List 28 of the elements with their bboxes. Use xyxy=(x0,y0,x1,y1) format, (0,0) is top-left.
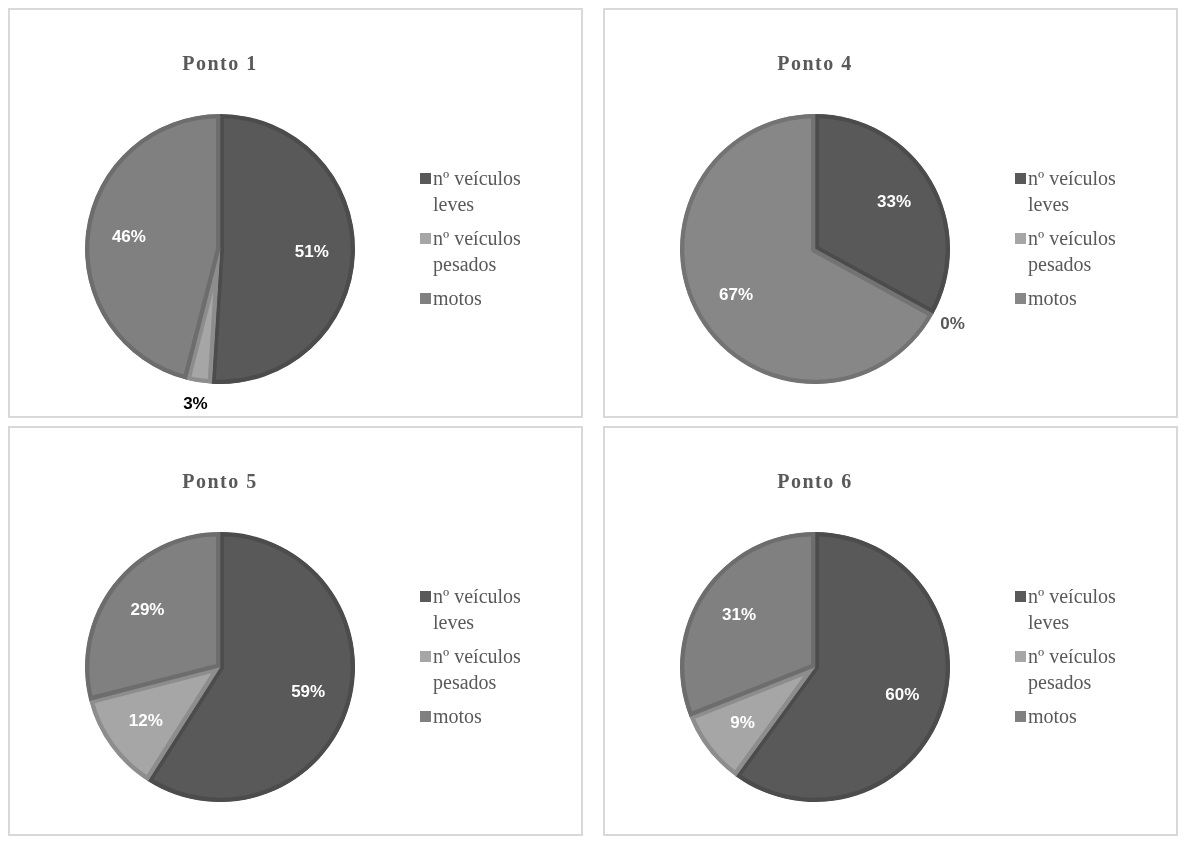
text: 0% xyxy=(940,314,965,334)
legend-label: motos xyxy=(433,704,483,729)
chart-title: Ponto 1 xyxy=(181,52,259,75)
data-label: 33% xyxy=(877,191,912,211)
data-label: 9% xyxy=(730,712,755,732)
data-label: 60% xyxy=(885,685,920,705)
legend-label: nº veículos pesados xyxy=(1028,644,1117,695)
legend-label: motos xyxy=(1028,704,1078,729)
legend-label: nº veículos leves xyxy=(1028,584,1117,635)
legend-label: nº veículos leves xyxy=(433,584,522,635)
data-label: 29% xyxy=(130,600,165,620)
data-label: 67% xyxy=(718,285,753,305)
legend-label: nº veículos pesados xyxy=(1028,226,1117,277)
legend-label: nº veículos leves xyxy=(433,166,522,217)
legend-label: nº veículos pesados xyxy=(433,644,522,695)
chart-title: Ponto 5 xyxy=(181,470,259,493)
legend-label: nº veículos pesados xyxy=(433,226,522,277)
data-label: 31% xyxy=(722,605,757,625)
legend-label: motos xyxy=(433,286,483,311)
data-label: 12% xyxy=(128,710,163,730)
chart-title: Ponto 4 xyxy=(776,52,854,75)
chart-title: Ponto 6 xyxy=(776,470,854,493)
legend-label: motos xyxy=(1028,286,1078,311)
data-label: 3% xyxy=(183,393,208,413)
legend-label: nº veículos leves xyxy=(1028,166,1117,217)
data-label: 59% xyxy=(291,682,326,702)
data-label: 46% xyxy=(111,227,146,247)
data-label: 51% xyxy=(294,241,329,261)
